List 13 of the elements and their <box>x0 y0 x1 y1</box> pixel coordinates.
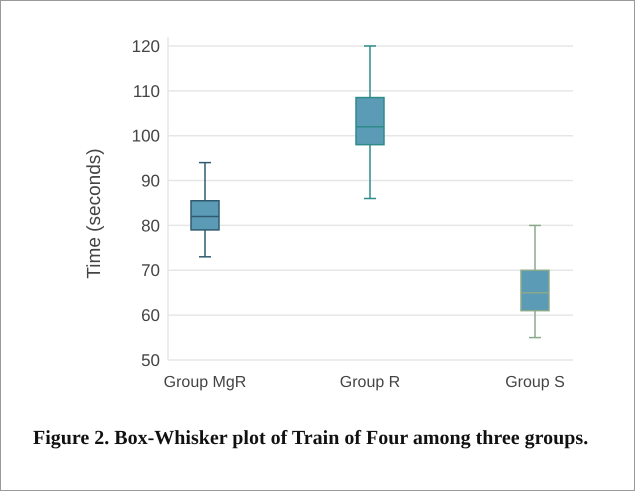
x-tick-label: Group R <box>340 374 400 391</box>
x-tick-label: Group MgR <box>164 374 246 391</box>
y-tick-label: 50 <box>141 350 160 370</box>
y-tick-label: 100 <box>132 126 160 146</box>
caption: Figure 2. Box-Whisker plot of Train of Four among three groups. <box>33 426 590 451</box>
x-tick-label: Group S <box>505 374 565 391</box>
y-tick-label: 110 <box>132 82 160 101</box>
y-tick-label: 120 <box>132 36 160 56</box>
y-tick-label: 90 <box>141 172 160 191</box>
y-axis-title: Time (seconds) <box>84 148 105 279</box>
y-tick-label: 60 <box>141 306 160 326</box>
y-tick-label: 70 <box>141 261 160 280</box>
y-tick-label: 80 <box>141 216 160 236</box>
